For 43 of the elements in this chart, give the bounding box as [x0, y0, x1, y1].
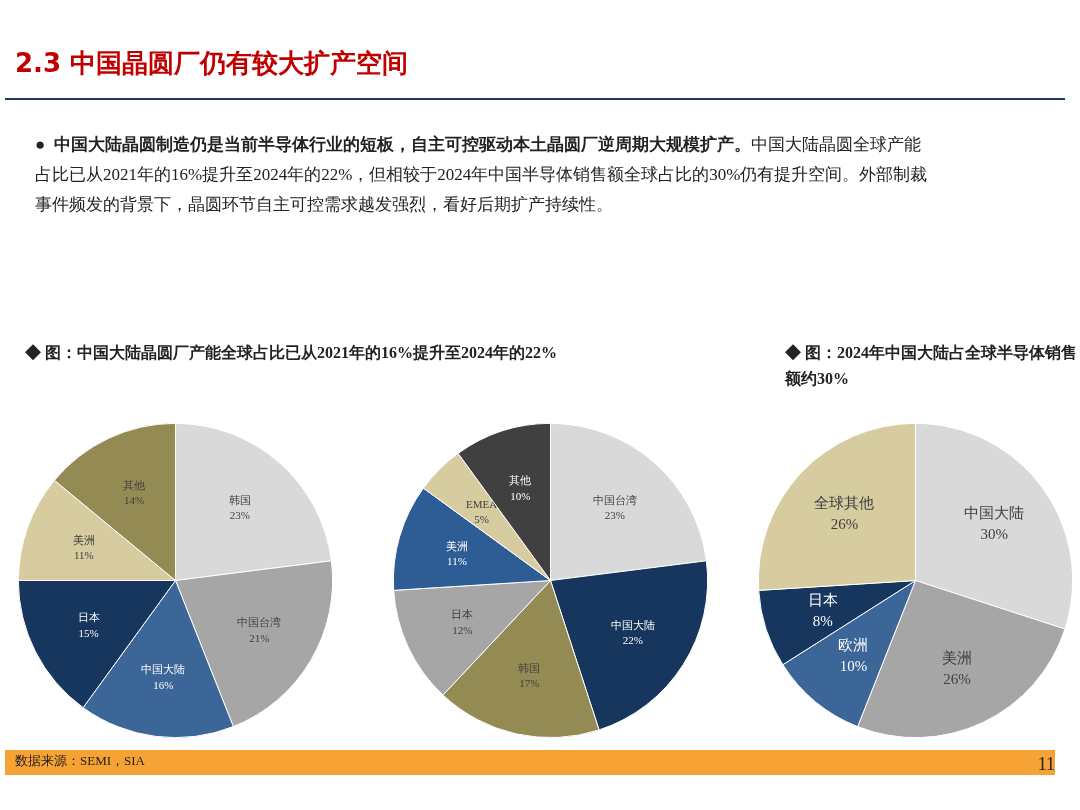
slice-label: 日本 [807, 592, 838, 609]
chart-title: ◆ 图：中国大陆晶圆厂产能全球占比已从2021年的16%提升至2024年的22% [25, 344, 557, 361]
data-label: 26% [830, 516, 859, 533]
slice-label: 美洲 [941, 650, 972, 667]
data-label: 23% [229, 509, 251, 522]
slice-label: 中国台湾 [237, 616, 282, 629]
data-label: 10% [510, 489, 531, 502]
chart-title: ◆ 图：2024年中国大陆占全球半导体销售额约30% [785, 344, 1077, 387]
slice-label: 其他 [123, 478, 146, 491]
slice-label: 日本 [451, 608, 474, 621]
source-note: 数据来源：SEMI，SIA [15, 752, 146, 770]
data-label: 23% [604, 509, 626, 522]
slice-label: 日本 [77, 610, 100, 623]
text: 11 [1037, 753, 1055, 776]
slice-label: 韩国 [228, 493, 251, 506]
data-label: 14% [123, 494, 145, 507]
data-label: 11% [73, 549, 94, 562]
slice-label: 中国大陆 [141, 663, 186, 676]
data-label: 16% [153, 678, 174, 691]
data-label: 22% [622, 634, 643, 647]
slice-label: 全球其他 [814, 495, 875, 512]
slice-label: 美洲 [445, 539, 468, 552]
text: ● [35, 135, 46, 154]
slice-label: 韩国 [518, 661, 541, 674]
data-label: 10% [839, 657, 868, 674]
slice-label: 中国大陆 [610, 618, 655, 631]
data-label: 17% [519, 677, 540, 690]
slice-label: 美洲 [72, 533, 95, 546]
data-label: 11% [447, 555, 467, 568]
data-label: 30% [980, 525, 1009, 542]
data-label: 21% [249, 631, 270, 644]
slice-label: EMEA [466, 497, 498, 510]
data-label: 26% [943, 671, 971, 688]
text: 2.3 中国晶圆厂仍有较大扩产空间 [15, 48, 409, 78]
slice-label: 其他 [509, 474, 532, 487]
data-label: 5% [474, 513, 489, 526]
data-label: 15% [78, 626, 99, 639]
data-label: 8% [812, 613, 833, 630]
data-label: 12% [452, 623, 473, 636]
slice-label: 中国台湾 [592, 493, 637, 506]
text: 中国大陆晶圆制造仍是当前半导体行业的短板，自主可控驱动本土晶圆厂逆周期大规模扩产。 [53, 135, 751, 154]
slice-label: 中国大陆 [964, 504, 1025, 521]
slice-label: 欧洲 [838, 637, 869, 654]
